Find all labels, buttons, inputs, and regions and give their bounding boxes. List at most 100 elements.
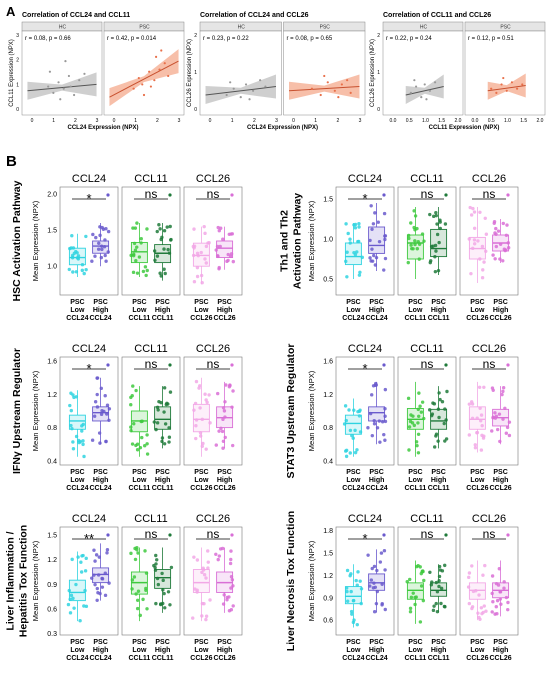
data-point <box>83 569 88 573</box>
data-point <box>498 242 503 247</box>
data-point <box>473 446 478 450</box>
data-point <box>132 575 137 579</box>
data-point <box>129 428 133 433</box>
y-axis-label: Mean Expression (NPX) <box>307 200 316 281</box>
x-category-label: CCL11 <box>129 485 151 492</box>
data-point <box>383 568 387 572</box>
x-axis-label: CCL24 Expression (NPX) <box>247 125 318 131</box>
data-point <box>231 443 235 448</box>
x-category-label: CCL11 <box>428 655 450 662</box>
y-tick-label: 0.8 <box>47 425 57 432</box>
data-point <box>99 255 104 260</box>
data-point <box>221 602 226 606</box>
data-point <box>154 427 158 432</box>
facet-plot-area <box>464 30 546 116</box>
x-category-label: PSC <box>93 639 107 646</box>
data-point <box>414 440 419 444</box>
y-tick-label: 0.4 <box>323 458 333 465</box>
data-point <box>192 280 197 284</box>
data-point <box>481 268 485 272</box>
data-point <box>406 260 410 265</box>
data-point <box>492 221 496 225</box>
x-category-label: CCL26 <box>214 655 236 662</box>
data-point <box>507 420 512 424</box>
correlation-stat: r = 0.08, p = 0.66 <box>25 36 71 42</box>
y-tick-label: 1.6 <box>47 359 57 366</box>
x-category-label: PSC <box>470 469 484 476</box>
data-point <box>443 563 447 568</box>
x-tick-label: 1.5 <box>520 118 527 124</box>
data-point <box>198 406 202 410</box>
data-point <box>191 253 196 258</box>
x-category-label: CCL24 <box>66 485 88 492</box>
data-point <box>418 565 422 569</box>
data-point <box>153 565 157 570</box>
data-point <box>153 79 156 82</box>
x-category-label: PSC <box>346 639 360 646</box>
data-point <box>418 620 423 624</box>
data-point <box>226 252 230 257</box>
data-point <box>228 561 233 566</box>
data-point <box>72 251 77 256</box>
data-point <box>194 424 198 428</box>
data-point <box>413 79 416 82</box>
group-title: CCL24 <box>348 173 382 185</box>
facet-plot-area <box>283 30 366 116</box>
data-point <box>431 244 435 248</box>
data-point <box>204 576 208 580</box>
data-point <box>412 423 417 428</box>
data-point <box>504 233 509 237</box>
y-tick-label: 0.6 <box>47 606 57 613</box>
data-point <box>310 87 314 90</box>
data-point <box>495 612 499 616</box>
data-point <box>169 237 173 242</box>
facet-strip-label: HC <box>238 25 246 31</box>
data-point <box>471 246 475 251</box>
data-point <box>101 227 106 231</box>
data-point <box>498 597 503 601</box>
data-point <box>373 211 377 215</box>
data-point <box>405 580 409 584</box>
data-point <box>483 216 487 220</box>
x-category-label: PSC <box>194 469 208 476</box>
data-point <box>194 436 198 441</box>
data-point <box>352 408 356 412</box>
x-category-label: CCL11 <box>129 315 151 322</box>
data-point <box>429 259 433 263</box>
x-category-label: Low <box>194 477 209 484</box>
data-point <box>378 440 382 444</box>
x-category-label: Low <box>408 477 423 484</box>
data-point <box>158 271 162 275</box>
data-point <box>422 239 426 243</box>
data-point <box>93 582 97 587</box>
x-tick-label: 1.0 <box>422 118 429 124</box>
outlier-point <box>168 533 172 537</box>
data-point <box>83 588 87 593</box>
data-point <box>406 396 411 401</box>
x-category-label: PSC <box>408 299 422 306</box>
data-point <box>135 221 139 225</box>
x-category-label: PSC <box>70 469 84 476</box>
data-point <box>162 386 167 390</box>
data-point <box>504 431 509 435</box>
data-point <box>96 573 101 577</box>
data-point <box>168 390 173 394</box>
data-point <box>421 598 426 603</box>
data-point <box>437 391 441 395</box>
data-point <box>323 74 326 78</box>
correlation-stat: r = 0.08, p = 0.65 <box>287 36 333 42</box>
group-title: CCL24 <box>72 513 106 525</box>
data-point <box>191 616 195 620</box>
x-category-label: High <box>93 647 109 654</box>
data-point <box>434 432 439 436</box>
data-point <box>78 440 82 444</box>
pathway-label: Activation Pathway <box>292 193 304 289</box>
